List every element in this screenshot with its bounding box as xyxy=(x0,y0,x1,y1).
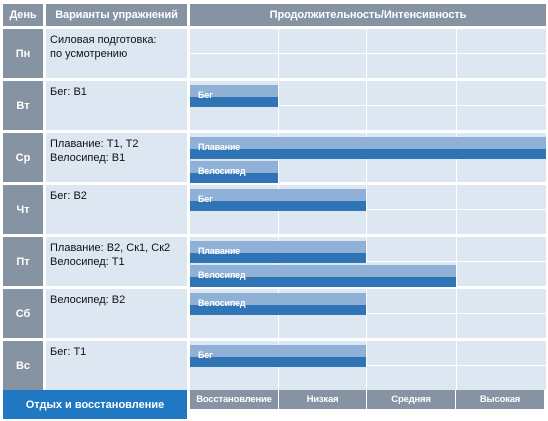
grid-divider xyxy=(190,105,546,106)
exercise-line: Плавание: Т1, Т2 xyxy=(50,138,139,150)
header-day: День xyxy=(3,4,43,26)
header-exercises: Варианты упражнений xyxy=(46,4,187,26)
day-cell: Чт xyxy=(3,185,43,234)
bar-top xyxy=(190,241,366,253)
bar-label: Плавание xyxy=(198,142,240,152)
bar-top xyxy=(190,137,546,149)
bar-label: Велосипед xyxy=(198,270,246,280)
grid-divider xyxy=(190,261,546,262)
bar-bottom xyxy=(190,357,366,367)
intensity-bar: Плавание xyxy=(190,137,546,159)
intensity-level-label: Восстановление xyxy=(190,390,278,409)
bar-bottom xyxy=(190,253,366,263)
intensity-grid-row: Бег xyxy=(190,81,546,130)
bar-top xyxy=(190,293,366,305)
bar-label: Велосипед xyxy=(198,298,246,308)
grid-divider xyxy=(190,209,546,210)
bar-label: Бег xyxy=(198,350,213,360)
bar-top xyxy=(190,85,278,97)
exercise-cell: Бег: Т1 xyxy=(46,341,187,390)
rest-recovery-label: Отдых и восстановление xyxy=(3,390,187,419)
exercise-line: Силовая подготовка: xyxy=(50,34,157,46)
bar-label: Велосипед xyxy=(198,166,246,176)
header-duration-intensity: Продолжительность/Интенсивность xyxy=(190,4,546,26)
intensity-grid-row: Бег xyxy=(190,341,546,390)
grid-divider xyxy=(190,53,546,54)
grid-divider xyxy=(190,313,546,314)
exercise-line: Бег: В1 xyxy=(50,86,87,98)
exercise-line: Плавание: В2, Ск1, Ск2 xyxy=(50,242,171,254)
intensity-bar: Бег xyxy=(190,189,366,211)
exercise-line: Велосипед: В1 xyxy=(50,152,126,164)
intensity-level-label: Средняя xyxy=(367,390,455,409)
day-cell: Пт xyxy=(3,237,43,286)
bar-top xyxy=(190,189,366,201)
exercise-line: по усмотрению xyxy=(50,48,128,60)
bar-label: Бег xyxy=(198,194,213,204)
exercise-line: Бег: Т1 xyxy=(50,346,87,358)
intensity-bar: Велосипед xyxy=(190,161,278,183)
day-cell: Вт xyxy=(3,81,43,130)
intensity-grid-row: Плавание Велосипед xyxy=(190,133,546,183)
bar-bottom xyxy=(190,277,456,287)
exercise-cell: Бег: В1 xyxy=(46,81,187,130)
intensity-bar: Плавание xyxy=(190,241,366,263)
bar-bottom xyxy=(190,173,278,183)
intensity-grid-row xyxy=(190,29,546,78)
intensity-bar: Бег xyxy=(190,345,366,367)
bar-top xyxy=(190,265,456,277)
day-cell: Ср xyxy=(3,133,43,182)
exercise-line: Велосипед: Т1 xyxy=(50,256,125,268)
bar-label: Бег xyxy=(198,90,213,100)
intensity-grid-row: Плавание Велосипед xyxy=(190,237,546,287)
bar-bottom xyxy=(190,201,366,211)
exercise-line: Велосипед: В2 xyxy=(50,294,126,306)
grid-divider xyxy=(190,365,546,366)
bar-bottom xyxy=(190,97,278,107)
exercise-cell: Силовая подготовка: по усмотрению xyxy=(46,29,187,78)
exercise-line: Бег: В2 xyxy=(50,190,87,202)
intensity-level-label: Низкая xyxy=(279,390,366,409)
intensity-bar: Бег xyxy=(190,85,278,107)
bar-top xyxy=(190,345,366,357)
bar-label: Плавание xyxy=(198,246,240,256)
bar-bottom xyxy=(190,305,366,315)
exercise-cell: Плавание: Т1, Т2 Велосипед: В1 xyxy=(46,133,187,182)
bar-top xyxy=(190,161,278,173)
exercise-cell: Велосипед: В2 xyxy=(46,289,187,338)
intensity-level-label: Высокая xyxy=(456,390,544,409)
intensity-bar: Велосипед xyxy=(190,293,366,315)
day-cell: Сб xyxy=(3,289,43,338)
exercise-cell: Плавание: В2, Ск1, Ск2 Велосипед: Т1 xyxy=(46,237,187,286)
exercise-cell: Бег: В2 xyxy=(46,185,187,234)
day-cell: Вс xyxy=(3,341,43,390)
intensity-grid-row: Бег xyxy=(190,185,546,234)
day-cell: Пн xyxy=(3,29,43,78)
intensity-grid-row: Велосипед xyxy=(190,289,546,338)
bar-bottom xyxy=(190,149,546,159)
intensity-bar: Велосипед xyxy=(190,265,456,287)
